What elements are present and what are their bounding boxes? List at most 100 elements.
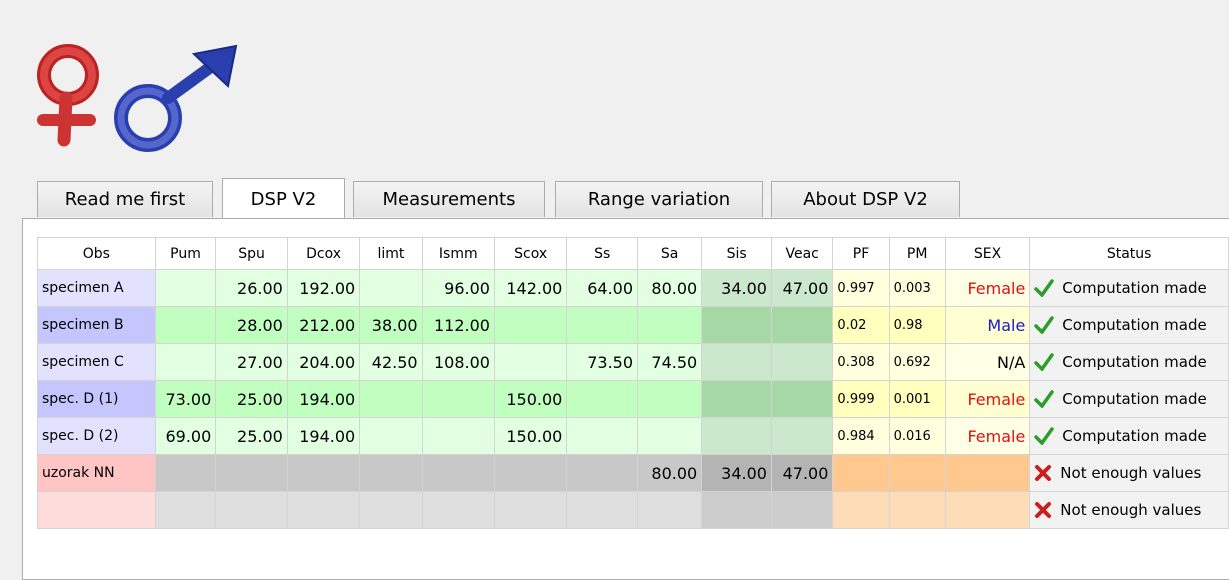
cell[interactable]: 96.00 bbox=[422, 270, 494, 307]
cell[interactable] bbox=[422, 492, 494, 529]
cell[interactable]: Female bbox=[945, 270, 1030, 307]
cell[interactable]: 47.00 bbox=[771, 270, 832, 307]
cell[interactable]: Computation made bbox=[1030, 344, 1229, 381]
cell[interactable] bbox=[567, 418, 638, 455]
cell[interactable]: 38.00 bbox=[360, 307, 422, 344]
cell[interactable] bbox=[567, 381, 638, 418]
cell[interactable]: 34.00 bbox=[702, 455, 772, 492]
cell[interactable]: 73.50 bbox=[567, 344, 638, 381]
cell[interactable]: 74.50 bbox=[638, 344, 702, 381]
cell[interactable] bbox=[422, 418, 494, 455]
tab[interactable]: About DSP V2 bbox=[771, 181, 960, 217]
cell[interactable]: 80.00 bbox=[638, 455, 702, 492]
cell[interactable]: specimen A bbox=[38, 270, 156, 307]
cell[interactable] bbox=[945, 455, 1030, 492]
cell[interactable]: Computation made bbox=[1030, 381, 1229, 418]
cell[interactable] bbox=[638, 492, 702, 529]
cell[interactable]: 0.98 bbox=[889, 307, 945, 344]
cell[interactable] bbox=[702, 307, 772, 344]
cell[interactable]: N/A bbox=[945, 344, 1030, 381]
cell[interactable] bbox=[360, 455, 422, 492]
cell[interactable] bbox=[702, 381, 772, 418]
cell[interactable] bbox=[494, 344, 566, 381]
cell[interactable] bbox=[833, 492, 889, 529]
cell[interactable]: 204.00 bbox=[287, 344, 359, 381]
cell[interactable]: 0.003 bbox=[889, 270, 945, 307]
cell[interactable]: 0.016 bbox=[889, 418, 945, 455]
cell[interactable] bbox=[155, 270, 216, 307]
cell[interactable] bbox=[155, 455, 216, 492]
cell[interactable]: 0.997 bbox=[833, 270, 889, 307]
cell[interactable]: Not enough values bbox=[1030, 492, 1229, 529]
cell[interactable]: Female bbox=[945, 418, 1030, 455]
cell[interactable]: 0.692 bbox=[889, 344, 945, 381]
cell[interactable] bbox=[422, 381, 494, 418]
cell[interactable] bbox=[494, 492, 566, 529]
cell[interactable] bbox=[287, 455, 359, 492]
cell[interactable]: 194.00 bbox=[287, 381, 359, 418]
cell[interactable]: 28.00 bbox=[216, 307, 288, 344]
cell[interactable]: 192.00 bbox=[287, 270, 359, 307]
cell[interactable]: 64.00 bbox=[567, 270, 638, 307]
cell[interactable]: Computation made bbox=[1030, 270, 1229, 307]
cell[interactable]: Male bbox=[945, 307, 1030, 344]
cell[interactable] bbox=[771, 344, 832, 381]
cell[interactable]: 108.00 bbox=[422, 344, 494, 381]
tab[interactable]: Read me first bbox=[37, 181, 213, 217]
cell[interactable]: 0.999 bbox=[833, 381, 889, 418]
cell[interactable] bbox=[360, 381, 422, 418]
cell[interactable] bbox=[567, 307, 638, 344]
cell[interactable] bbox=[216, 455, 288, 492]
tab[interactable]: Range variation bbox=[555, 181, 763, 217]
cell[interactable]: spec. D (2) bbox=[38, 418, 156, 455]
cell[interactable]: 80.00 bbox=[638, 270, 702, 307]
cell[interactable]: 0.308 bbox=[833, 344, 889, 381]
cell[interactable] bbox=[155, 492, 216, 529]
cell[interactable]: 212.00 bbox=[287, 307, 359, 344]
cell[interactable] bbox=[702, 492, 772, 529]
cell[interactable] bbox=[155, 307, 216, 344]
cell[interactable]: Female bbox=[945, 381, 1030, 418]
cell[interactable]: 69.00 bbox=[155, 418, 216, 455]
cell[interactable]: 112.00 bbox=[422, 307, 494, 344]
cell[interactable] bbox=[889, 455, 945, 492]
cell[interactable] bbox=[216, 492, 288, 529]
cell[interactable] bbox=[702, 418, 772, 455]
cell[interactable] bbox=[945, 492, 1030, 529]
cell[interactable] bbox=[287, 492, 359, 529]
cell[interactable]: 194.00 bbox=[287, 418, 359, 455]
cell[interactable] bbox=[422, 455, 494, 492]
cell[interactable] bbox=[771, 492, 832, 529]
cell[interactable]: specimen C bbox=[38, 344, 156, 381]
cell[interactable] bbox=[638, 307, 702, 344]
tab[interactable]: Measurements bbox=[353, 181, 545, 217]
cell[interactable] bbox=[360, 492, 422, 529]
cell[interactable] bbox=[155, 344, 216, 381]
cell[interactable]: 0.984 bbox=[833, 418, 889, 455]
table-row[interactable]: Not enough values bbox=[38, 492, 1229, 529]
cell[interactable] bbox=[38, 492, 156, 529]
cell[interactable]: 47.00 bbox=[771, 455, 832, 492]
cell[interactable]: Computation made bbox=[1030, 418, 1229, 455]
cell[interactable] bbox=[771, 381, 832, 418]
cell[interactable]: 27.00 bbox=[216, 344, 288, 381]
cell[interactable] bbox=[889, 492, 945, 529]
cell[interactable]: Computation made bbox=[1030, 307, 1229, 344]
cell[interactable]: 0.001 bbox=[889, 381, 945, 418]
cell[interactable]: 142.00 bbox=[494, 270, 566, 307]
cell[interactable] bbox=[567, 455, 638, 492]
cell[interactable]: 26.00 bbox=[216, 270, 288, 307]
cell[interactable]: spec. D (1) bbox=[38, 381, 156, 418]
cell[interactable]: 42.50 bbox=[360, 344, 422, 381]
cell[interactable] bbox=[638, 381, 702, 418]
cell[interactable] bbox=[833, 455, 889, 492]
cell[interactable]: 25.00 bbox=[216, 381, 288, 418]
cell[interactable] bbox=[494, 307, 566, 344]
cell[interactable] bbox=[771, 418, 832, 455]
